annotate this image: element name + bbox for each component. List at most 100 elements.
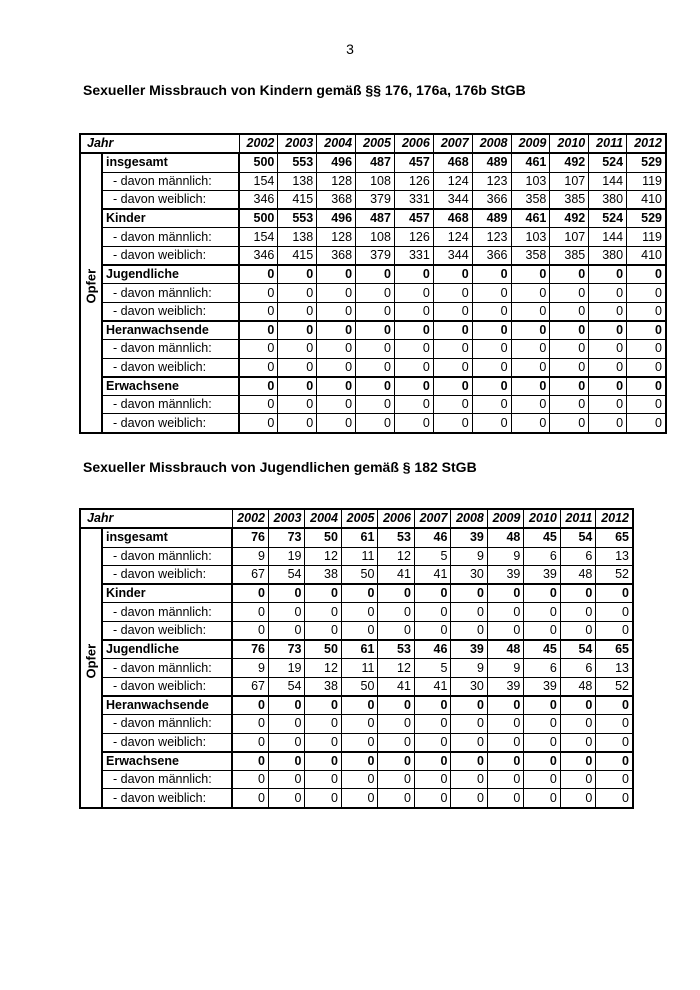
value-cell: 0 bbox=[238, 357, 279, 378]
value-cell: 0 bbox=[393, 339, 434, 359]
value-cell: 54 bbox=[559, 527, 597, 548]
value-cell: 0 bbox=[267, 583, 306, 604]
value-cell: 0 bbox=[588, 357, 628, 378]
value-cell: 0 bbox=[626, 301, 667, 322]
value-cell: 0 bbox=[595, 732, 634, 753]
value-cell: 0 bbox=[393, 301, 434, 322]
value-cell: 0 bbox=[340, 770, 379, 790]
row-label: - davon männlich: bbox=[101, 283, 240, 303]
value-cell: 65 bbox=[595, 639, 634, 660]
value-cell: 0 bbox=[471, 413, 512, 434]
value-cell: 138 bbox=[277, 171, 318, 191]
value-cell: 0 bbox=[267, 694, 306, 716]
value-cell: 0 bbox=[486, 788, 525, 809]
row-label: Heranwachsende bbox=[101, 694, 233, 716]
value-cell: 0 bbox=[626, 319, 667, 341]
value-cell: 0 bbox=[277, 283, 318, 303]
value-cell: 0 bbox=[432, 375, 473, 397]
value-cell: 0 bbox=[432, 264, 473, 285]
row-label: Heranwachsende bbox=[101, 319, 240, 341]
row-label: - davon männlich: bbox=[101, 339, 240, 359]
value-cell: 0 bbox=[523, 770, 561, 790]
value-cell: 0 bbox=[377, 750, 415, 772]
value-cell: 0 bbox=[231, 583, 269, 604]
value-cell: 65 bbox=[595, 527, 634, 548]
value-cell: 0 bbox=[355, 319, 395, 341]
value-cell: 0 bbox=[626, 375, 667, 397]
value-cell: 48 bbox=[559, 564, 597, 585]
header-row: Jahr 2002 2003 2004 2005 2006 2007 2008 2009 2010… bbox=[79, 133, 667, 155]
value-cell: 0 bbox=[340, 620, 379, 641]
value-cell: 0 bbox=[316, 357, 357, 378]
value-cell: 41 bbox=[413, 676, 452, 697]
value-cell: 0 bbox=[510, 395, 551, 415]
row-label: - davon männlich: bbox=[101, 395, 240, 415]
value-cell: 496 bbox=[316, 152, 357, 173]
value-cell: 5 bbox=[413, 546, 452, 566]
value-cell: 0 bbox=[377, 694, 415, 716]
value-cell: 0 bbox=[304, 714, 342, 734]
value-cell: 11 bbox=[340, 658, 379, 678]
value-cell: 0 bbox=[316, 283, 357, 303]
value-cell: 0 bbox=[377, 620, 415, 641]
value-cell: 0 bbox=[523, 732, 561, 753]
value-cell: 0 bbox=[267, 788, 306, 809]
value-cell: 0 bbox=[450, 620, 488, 641]
value-cell: 0 bbox=[231, 694, 269, 716]
value-cell: 0 bbox=[523, 750, 561, 772]
value-cell: 0 bbox=[486, 620, 525, 641]
value-cell: 61 bbox=[340, 527, 379, 548]
table-row: - davon männlich: 0 0 0 0 0 0 0 0 0 0 0 bbox=[80, 339, 667, 359]
row-label: insgesamt bbox=[101, 527, 233, 548]
row-label: - davon männlich: bbox=[101, 658, 233, 678]
value-cell: 119 bbox=[626, 227, 667, 247]
table-row: - davon männlich: 9 19 12 11 12 5 9 9 6 6 13 bbox=[80, 658, 634, 678]
value-cell: 0 bbox=[559, 583, 597, 604]
value-cell: 0 bbox=[340, 602, 379, 622]
value-cell: 50 bbox=[304, 527, 342, 548]
value-cell: 38 bbox=[304, 676, 342, 697]
value-cell: 0 bbox=[267, 750, 306, 772]
value-cell: 0 bbox=[549, 301, 590, 322]
table-row: Erwachsene 0 0 0 0 0 0 0 0 0 0 0 bbox=[80, 750, 634, 772]
value-cell: 0 bbox=[238, 413, 279, 434]
table-row: - davon männlich: 0 0 0 0 0 0 0 0 0 0 0 bbox=[80, 714, 634, 734]
value-cell: 0 bbox=[377, 583, 415, 604]
value-cell: 0 bbox=[595, 788, 634, 809]
value-cell: 346 bbox=[238, 189, 279, 210]
value-cell: 468 bbox=[432, 208, 473, 229]
value-cell: 19 bbox=[267, 658, 306, 678]
value-cell: 0 bbox=[377, 788, 415, 809]
value-cell: 0 bbox=[316, 395, 357, 415]
value-cell: 0 bbox=[549, 357, 590, 378]
value-cell: 0 bbox=[588, 264, 628, 285]
value-cell: 0 bbox=[595, 770, 634, 790]
table-row: - davon männlich: 9 19 12 11 12 5 9 9 6 6 13 bbox=[80, 546, 634, 566]
value-cell: 358 bbox=[510, 189, 551, 210]
value-cell: 500 bbox=[238, 152, 279, 173]
value-cell: 144 bbox=[588, 171, 628, 191]
side-label-opfer: Opfer bbox=[83, 643, 99, 679]
year-header: 2002 bbox=[238, 133, 279, 155]
value-cell: 0 bbox=[238, 301, 279, 322]
value-cell: 0 bbox=[413, 694, 452, 716]
year-header: 2009 bbox=[510, 133, 551, 155]
value-cell: 0 bbox=[595, 620, 634, 641]
table-row: - davon männlich: 154 138 128 108 126 124 123 10… bbox=[80, 171, 667, 191]
value-cell: 0 bbox=[267, 732, 306, 753]
value-cell: 124 bbox=[432, 227, 473, 247]
year-header: 2005 bbox=[355, 133, 395, 155]
value-cell: 0 bbox=[277, 339, 318, 359]
value-cell: 0 bbox=[595, 694, 634, 716]
year-header: 2008 bbox=[450, 508, 488, 530]
value-cell: 50 bbox=[340, 564, 379, 585]
row-label: - davon weiblich: bbox=[101, 357, 240, 378]
table-row: - davon weiblich: 346 415 368 379 331 344 366 35… bbox=[80, 245, 667, 266]
table-row: Heranwachsende 0 0 0 0 0 0 0 0 0 0 0 bbox=[80, 319, 667, 341]
value-cell: 410 bbox=[626, 189, 667, 210]
value-cell: 0 bbox=[549, 375, 590, 397]
value-cell: 0 bbox=[277, 375, 318, 397]
side-label-cell: Opfer bbox=[79, 152, 103, 434]
value-cell: 0 bbox=[413, 788, 452, 809]
value-cell: 0 bbox=[523, 620, 561, 641]
